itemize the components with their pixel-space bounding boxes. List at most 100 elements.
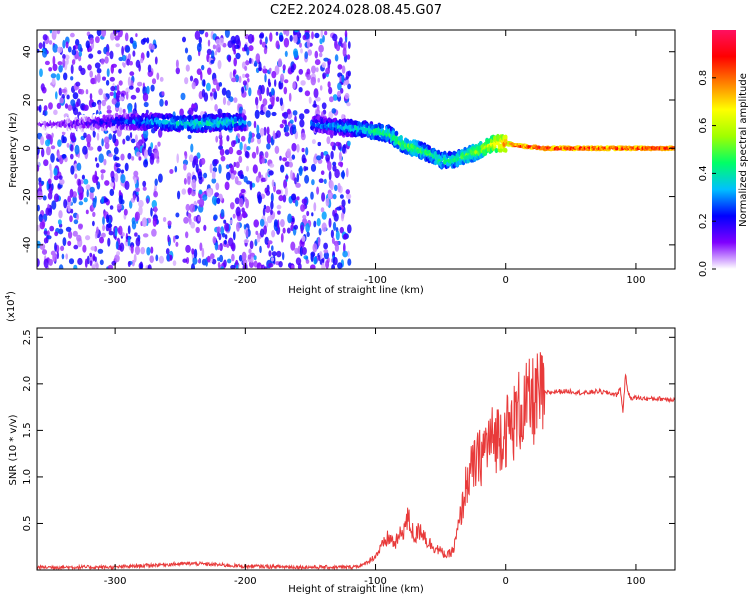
spectrogram-cell (268, 170, 274, 176)
spectrogram-cell (274, 145, 280, 154)
spectrogram-cell (105, 79, 110, 86)
spectrogram-cell (245, 198, 250, 209)
spectrogram-cell (227, 55, 232, 63)
spectrogram-cell (346, 167, 349, 178)
spectrogram-cell (216, 197, 221, 205)
spectrogram-cell (177, 190, 181, 200)
x-tick-label: -200 (234, 275, 257, 286)
spectrogram-cell (300, 132, 306, 141)
spectrogram-cell (193, 155, 199, 166)
spectrogram-cell (116, 203, 122, 210)
spectrogram-cell (192, 257, 198, 265)
spectrogram-cell (58, 87, 62, 96)
spectrogram-cell (251, 151, 257, 159)
spectrogram-cell (278, 195, 284, 202)
spectrogram-cell (212, 236, 217, 244)
spectrogram-cell (182, 36, 186, 43)
spectrogram-cell (187, 187, 192, 196)
spectrogram-cell (114, 112, 119, 118)
spectrogram-cell (114, 227, 118, 237)
snr-series-line (37, 352, 675, 570)
colorbar-tick-label: 0.8 (698, 70, 709, 86)
spectrogram-cell (282, 64, 286, 71)
spectrogram-cell (243, 239, 250, 244)
spectrogram-cell (331, 145, 336, 151)
spectrogram-cell (113, 90, 117, 100)
spectrogram-cell (264, 73, 267, 83)
spectrogram-cell (294, 177, 297, 185)
chart-title: C2E2.2024.028.08.45.G07 (270, 3, 442, 18)
spectrogram-cell (122, 138, 126, 145)
spectrogram-cell (255, 53, 261, 63)
spectrogram-cell (263, 47, 268, 55)
spectrogram-cell (175, 59, 179, 69)
spectrogram-cell (347, 258, 352, 266)
spectrogram-cell (211, 195, 218, 205)
spectrogram-cell (51, 77, 56, 85)
spectrogram-cell (332, 221, 337, 231)
spectrogram-cell (202, 114, 206, 119)
spectrogram-cell (340, 171, 346, 179)
spectrogram-cell (70, 208, 74, 214)
spectrogram-cell (70, 99, 76, 107)
spectrogram-cell (288, 161, 293, 168)
spectrogram-cell (291, 126, 297, 135)
spectrogram-cell (238, 155, 243, 163)
spectrogram-cell (300, 48, 303, 54)
spectrogram-cell (290, 193, 297, 201)
spectrogram-cell (313, 202, 317, 212)
spectrogram-cell (190, 143, 194, 153)
spectrogram-cell (58, 210, 63, 219)
spectrogram-cell (215, 182, 220, 191)
spectrogram-cell (243, 224, 247, 230)
spectrogram-cell (119, 107, 123, 115)
spectrogram-cell (494, 148, 499, 154)
spectrogram-cell (229, 71, 233, 79)
spectrogram-cell (436, 149, 441, 155)
spectrogram-cell (256, 124, 260, 135)
spectrogram-cell (135, 87, 140, 93)
x-tick-label: -100 (364, 275, 387, 286)
spectrogram-cell (271, 251, 277, 257)
spectrogram-cell (58, 65, 63, 73)
spectrogram-cell (294, 30, 299, 33)
spectrogram-cell (67, 104, 73, 111)
spectrogram-cell (346, 79, 350, 84)
spectrogram-cell (275, 40, 280, 49)
spectrogram-cell (83, 197, 88, 203)
spectrogram-cell (203, 79, 206, 87)
spectrogram-cell (100, 169, 106, 174)
spectrogram-cell (130, 138, 136, 144)
spectrogram-cell (197, 115, 202, 120)
spectrogram-cell (233, 97, 238, 103)
spectrogram-cell (206, 255, 211, 263)
spectrogram-cell (40, 83, 45, 92)
y-tick-label: 20 (22, 94, 33, 107)
spectrogram-cell (310, 76, 316, 86)
spectrogram-cell (323, 249, 329, 254)
spectrogram-cell (175, 212, 180, 218)
spectrogram-cell (270, 87, 275, 96)
spectrogram-cell (134, 134, 138, 143)
spectrogram-cell (262, 207, 266, 216)
spectrogram-cell (311, 31, 314, 40)
spectrogram-cell (61, 253, 65, 260)
spectrogram-cell (151, 228, 157, 237)
spectrogram-cell (121, 45, 124, 56)
spectrogram-cell (180, 124, 185, 130)
spectrogram-cell (311, 212, 314, 217)
spectrogram-cell (103, 197, 109, 203)
spectrogram-cell (150, 207, 153, 217)
spectrogram-cell (140, 38, 146, 45)
spectrogram-cell (195, 163, 199, 173)
spectrogram-cell (215, 39, 221, 45)
spectrogram-cell (248, 248, 252, 254)
spectrogram-cell (140, 57, 144, 64)
spectrogram-cell (77, 184, 83, 194)
spectrogram-cell (230, 243, 235, 250)
spectrogram-cell (186, 126, 191, 132)
spectrogram-cell (69, 215, 73, 223)
spectrogram-cell (278, 80, 284, 90)
spectrogram-cell (115, 43, 120, 48)
